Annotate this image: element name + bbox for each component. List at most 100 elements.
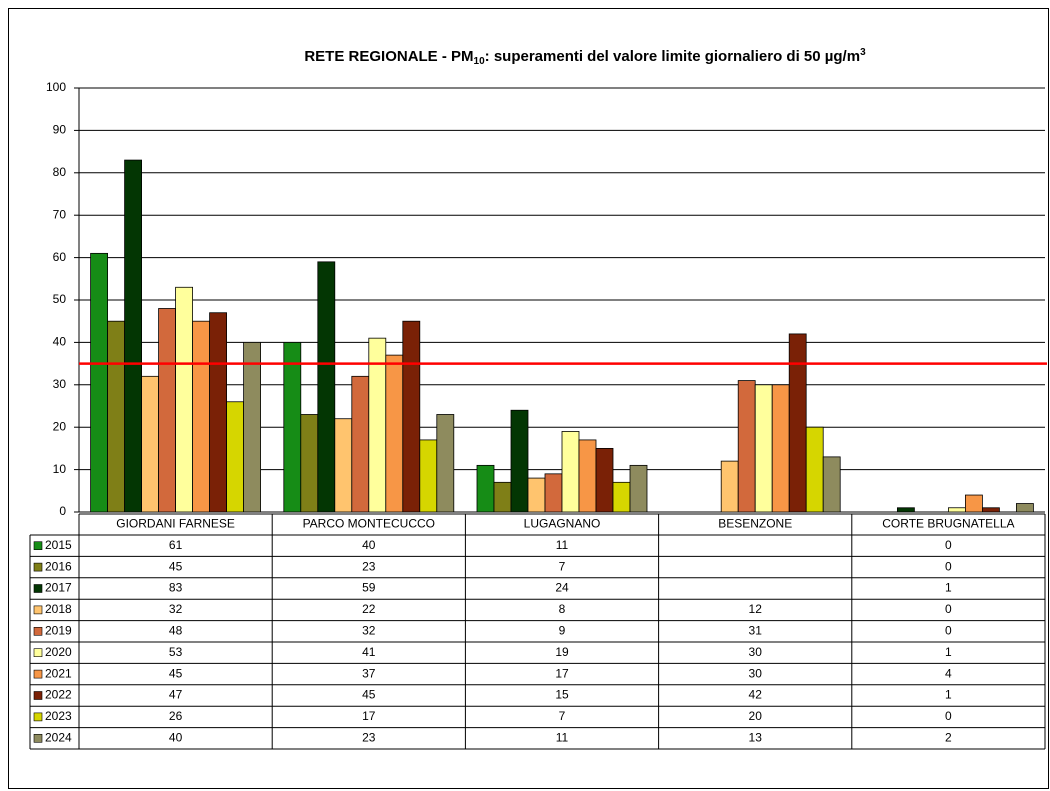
x-tick-label: GIORDANI FARNESE <box>116 517 235 531</box>
bar <box>283 341 302 513</box>
table-value: 0 <box>945 623 952 637</box>
table-value: 12 <box>749 602 763 616</box>
legend-swatch <box>33 669 43 679</box>
bar <box>788 333 807 513</box>
legend-swatch <box>33 541 43 551</box>
bar <box>578 439 597 513</box>
y-tick-label: 30 <box>53 377 67 391</box>
legend-label: 2021 <box>45 666 72 680</box>
bar <box>385 354 404 513</box>
bar <box>822 456 841 513</box>
legend-label: 2020 <box>45 645 72 659</box>
bar <box>192 320 211 513</box>
x-tick-label: LUGAGNANO <box>524 517 601 531</box>
bar <box>175 286 194 513</box>
table-value: 20 <box>749 709 763 723</box>
bar <box>90 252 108 513</box>
legend-swatch <box>33 691 43 700</box>
y-tick-label: 0 <box>59 504 66 518</box>
table-value: 0 <box>945 538 952 552</box>
y-tick-label: 70 <box>53 207 67 221</box>
y-tick-label: 20 <box>53 419 67 433</box>
table-value: 17 <box>362 709 376 723</box>
legend-label: 2017 <box>45 581 72 595</box>
bar <box>771 384 790 513</box>
x-tick-label: CORTE BRUGNATELLA <box>882 517 1014 531</box>
table-value: 30 <box>749 645 763 659</box>
bar <box>965 494 983 513</box>
bar <box>419 439 438 513</box>
table-value: 40 <box>362 538 376 552</box>
bar <box>948 507 966 513</box>
y-tick-label: 50 <box>53 292 67 306</box>
legend-label: 2018 <box>45 602 72 616</box>
table-value: 7 <box>559 709 566 723</box>
table-value: 61 <box>169 538 183 552</box>
legend-swatch <box>33 712 43 722</box>
table-value: 23 <box>362 559 376 573</box>
bar <box>317 261 336 513</box>
legend-swatch <box>33 626 43 636</box>
table-value: 17 <box>555 666 569 680</box>
chart-title: RETE REGIONALE - PM10: superamenti del v… <box>304 47 866 67</box>
table-value: 26 <box>169 709 183 723</box>
table-value: 32 <box>362 623 376 637</box>
bar <box>510 409 529 513</box>
x-tick-label: BESENZONE <box>718 517 792 531</box>
table-value: 37 <box>362 666 376 680</box>
table-value: 48 <box>169 623 183 637</box>
table-value: 11 <box>556 730 569 744</box>
legend-label: 2019 <box>45 623 72 637</box>
bar <box>629 464 648 513</box>
table-value: 11 <box>556 538 569 552</box>
table-value: 8 <box>559 602 566 616</box>
bar <box>493 481 512 513</box>
legend-label: 2022 <box>45 688 72 702</box>
table-value: 41 <box>362 645 376 659</box>
legend-label: 2023 <box>45 709 72 723</box>
legend-swatch <box>33 733 43 743</box>
table-value: 13 <box>749 730 763 744</box>
bar <box>158 308 177 513</box>
y-tick-label: 90 <box>53 123 67 137</box>
legend-swatch <box>33 584 43 593</box>
legend-label: 2015 <box>45 538 72 552</box>
bar <box>982 507 1000 513</box>
x-tick-label: PARCO MONTECUCCO <box>303 517 435 531</box>
bar <box>107 320 125 513</box>
table-value: 1 <box>945 645 952 659</box>
y-tick-label: 80 <box>53 165 67 179</box>
title-sub: 10 <box>474 56 486 67</box>
table-value: 9 <box>559 623 566 637</box>
table-value: 83 <box>169 581 183 595</box>
bar <box>402 320 421 513</box>
legend-swatch <box>33 648 43 658</box>
bar <box>720 460 739 513</box>
bar <box>436 414 455 513</box>
table-value: 45 <box>362 688 376 702</box>
table-value: 45 <box>169 666 183 680</box>
bar <box>334 418 353 513</box>
bar <box>754 384 773 513</box>
legend-swatch <box>33 605 43 615</box>
table-value: 45 <box>169 559 183 573</box>
bar <box>544 473 563 513</box>
bar <box>561 431 580 513</box>
y-tick-label: 60 <box>53 250 67 264</box>
table-value: 2 <box>945 730 952 744</box>
table-value: 22 <box>362 602 376 616</box>
table-value: 47 <box>169 688 183 702</box>
table-value: 0 <box>945 709 952 723</box>
y-tick-label: 10 <box>53 462 67 476</box>
bar <box>1016 503 1034 513</box>
bar <box>527 477 546 513</box>
title-sup: 3 <box>860 47 866 58</box>
legend-label: 2016 <box>45 559 72 573</box>
bar <box>243 341 262 513</box>
bar <box>226 401 245 513</box>
table-value: 40 <box>169 730 183 744</box>
table-value: 31 <box>749 623 763 637</box>
bar <box>805 426 824 513</box>
table-value: 4 <box>945 666 952 680</box>
